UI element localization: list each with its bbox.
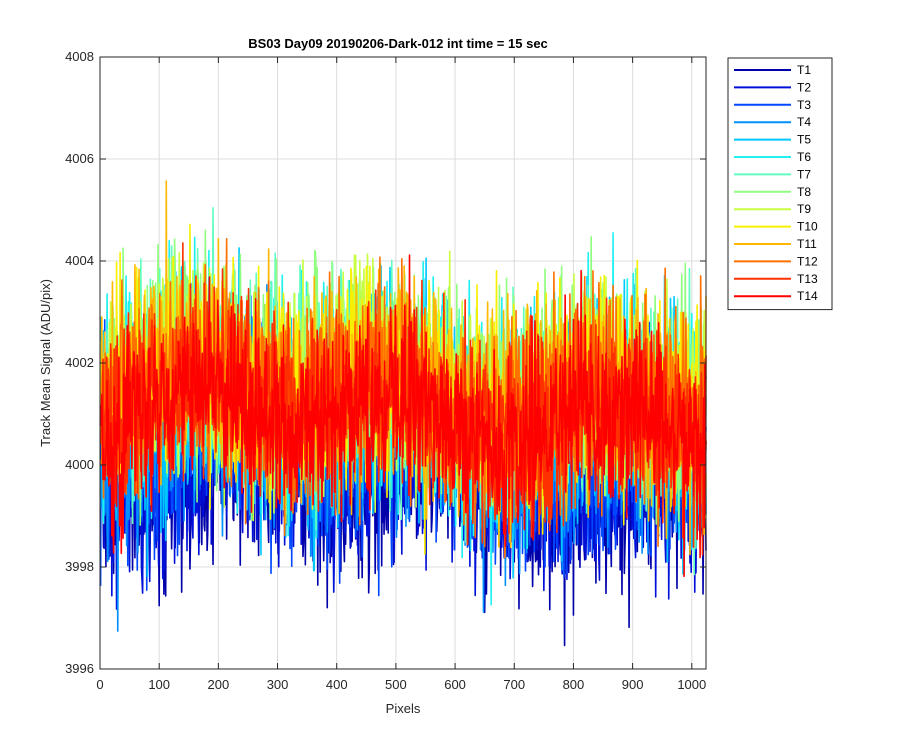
legend-label-t7: T7 [797,167,811,181]
legend-label-t8: T8 [797,185,811,199]
legend-label-t3: T3 [797,98,811,112]
x-tick-label: 900 [622,677,644,692]
legend-label-t1: T1 [797,63,811,77]
y-tick-label: 4006 [65,151,94,166]
legend-label-t2: T2 [797,80,811,94]
legend-label-t14: T14 [797,289,818,303]
x-tick-label: 100 [148,677,170,692]
series-lines [99,180,707,647]
x-tick-label: 600 [444,677,466,692]
x-tick-label: 1000 [677,677,706,692]
legend-label-t11: T11 [797,237,817,251]
x-tick-label: 500 [385,677,407,692]
y-tick-label: 4008 [65,49,94,64]
x-tick-label: 400 [326,677,348,692]
x-tick-label: 200 [208,677,230,692]
y-axis-label: Track Mean Signal (ADU/pix) [38,279,53,447]
x-tick-label: 700 [503,677,525,692]
chart-title: BS03 Day09 20190206-Dark-012 int time = … [248,36,548,51]
y-tick-label: 4002 [65,355,94,370]
x-tick-label: 300 [267,677,289,692]
legend-label-t4: T4 [797,115,811,129]
legend-label-t9: T9 [797,202,811,216]
series-line-t14 [99,254,707,578]
legend-label-t5: T5 [797,133,811,147]
legend-label-t12: T12 [797,254,818,268]
legend: T1 T2 T3 T4 T5 T6 T7 T8 T9 T10 T11 T12 T13 T14 [727,57,833,311]
axis-ticks: 0 100 200 300 400 500 600 700 800 900 1000 3996 3998… [65,49,706,692]
legend-box [727,57,833,311]
x-tick-label: 800 [563,677,585,692]
legend-label-t6: T6 [797,150,811,164]
y-tick-label: 4000 [65,457,94,472]
legend-label-t10: T10 [797,220,818,234]
y-tick-label: 4004 [65,253,94,268]
y-tick-label: 3998 [65,559,94,574]
y-tick-label: 3996 [65,661,94,676]
x-axis-label: Pixels [386,701,421,716]
legend-label-t13: T13 [797,272,818,286]
x-tick-label: 0 [96,677,103,692]
